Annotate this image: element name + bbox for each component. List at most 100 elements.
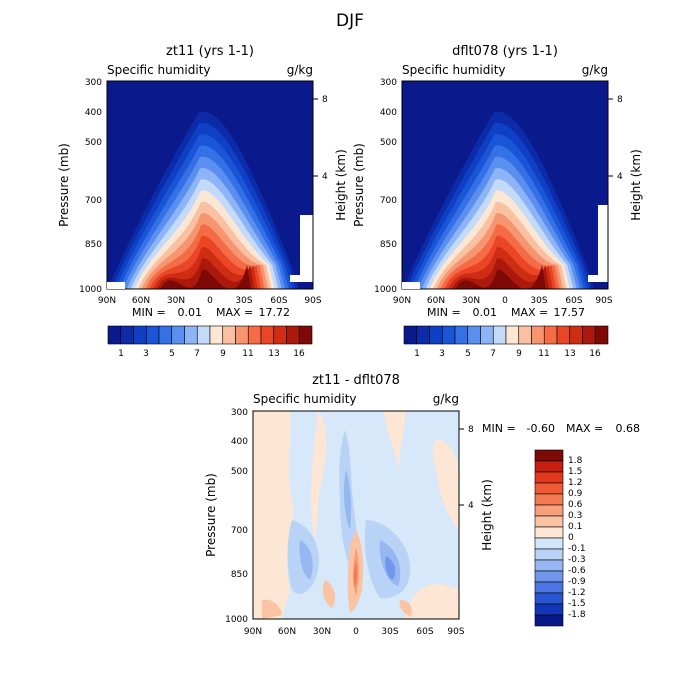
svg-text:4: 4 bbox=[322, 172, 328, 182]
colorbar-swatch bbox=[556, 325, 571, 345]
x-axis: 90N 60N 30N 0 30S 60S 90S bbox=[393, 296, 613, 306]
x-tick-label: 90S bbox=[304, 296, 321, 306]
panel-units: g/kg bbox=[433, 392, 459, 406]
svg-text:0: 0 bbox=[207, 296, 213, 306]
colorbar-label: 0 bbox=[568, 533, 574, 543]
colorbar-label: 16 bbox=[293, 349, 305, 359]
panel-title: zt11 (yrs 1-1) bbox=[166, 44, 254, 59]
colorbar-swatch bbox=[534, 614, 564, 627]
colorbar-swatch bbox=[534, 559, 564, 572]
colorbar-swatch bbox=[534, 493, 564, 506]
svg-text:90N: 90N bbox=[393, 296, 411, 306]
svg-text:90S: 90S bbox=[304, 296, 321, 306]
colorbar-swatch bbox=[184, 325, 198, 345]
colorbar-swatch bbox=[467, 325, 481, 345]
panel-dflt078: dflt078 (yrs 1-1) Specific humidity g/kg… bbox=[352, 44, 643, 359]
x-tick-label: 60S bbox=[565, 296, 582, 306]
colorbar bbox=[107, 325, 313, 345]
max-label: MAX = bbox=[566, 422, 603, 435]
min-label: MIN = bbox=[132, 306, 166, 319]
colorbar-swatch bbox=[235, 325, 249, 345]
colorbar-swatch bbox=[518, 325, 532, 345]
colorbar-swatch bbox=[534, 482, 564, 495]
colorbar-swatch bbox=[480, 325, 494, 345]
y-tick-label: 500 bbox=[380, 138, 397, 148]
y-tick-label: 850 bbox=[380, 240, 397, 250]
x-tick-label: 90N bbox=[244, 627, 262, 637]
colorbar-swatch bbox=[582, 325, 596, 345]
max-value: 17.72 bbox=[259, 306, 291, 319]
y-right-tick-label: 4 bbox=[322, 172, 328, 182]
svg-text:0: 0 bbox=[502, 296, 508, 306]
colorbar-swatch bbox=[209, 325, 224, 345]
colorbar-swatch bbox=[534, 581, 564, 594]
colorbar-swatch bbox=[534, 471, 564, 484]
colorbar-labels: 1 3 5 7 9 11 13 16 bbox=[118, 349, 305, 359]
colorbar-label: 1 bbox=[118, 349, 124, 359]
colorbar-label: 7 bbox=[194, 349, 200, 359]
svg-text:400: 400 bbox=[380, 108, 397, 118]
max-value: 17.57 bbox=[554, 306, 586, 319]
x-tick-label: 30S bbox=[530, 296, 547, 306]
svg-text:60N: 60N bbox=[132, 296, 150, 306]
x-tick-label: 30S bbox=[235, 296, 252, 306]
colorbar bbox=[534, 449, 564, 627]
y-tick-label: 1000 bbox=[374, 285, 397, 295]
svg-text:60S: 60S bbox=[565, 296, 582, 306]
y-right-tick-label: 8 bbox=[617, 95, 623, 105]
contour-field bbox=[253, 411, 459, 619]
svg-text:60S: 60S bbox=[270, 296, 287, 306]
colorbar-labels: 1 3 5 7 9 11 13 16 bbox=[414, 349, 601, 359]
svg-text:500: 500 bbox=[380, 138, 397, 148]
colorbar-label: 1.2 bbox=[568, 478, 582, 488]
colorbar-swatch bbox=[534, 548, 564, 561]
colorbar-swatch bbox=[534, 537, 564, 550]
svg-text:30N: 30N bbox=[313, 627, 331, 637]
x-tick-label: 90S bbox=[447, 627, 464, 637]
svg-text:850: 850 bbox=[85, 240, 102, 250]
svg-text:700: 700 bbox=[231, 526, 248, 536]
colorbar-label: -1.8 bbox=[568, 610, 586, 620]
panel-subtitle: Specific humidity bbox=[107, 63, 211, 77]
panel-title: zt11 - dflt078 bbox=[312, 373, 400, 388]
svg-text:300: 300 bbox=[231, 408, 248, 418]
svg-text:500: 500 bbox=[231, 467, 248, 477]
svg-text:4: 4 bbox=[617, 172, 623, 182]
min-value: 0.01 bbox=[178, 306, 203, 319]
stats: MIN = -0.60 MAX = 0.68 bbox=[482, 422, 640, 435]
y-right-tick-label: 4 bbox=[617, 172, 623, 182]
colorbar-swatch bbox=[534, 526, 564, 539]
colorbar-label: 3 bbox=[439, 349, 445, 359]
contour-field bbox=[402, 81, 608, 289]
y-tick-label: 500 bbox=[85, 138, 102, 148]
colorbar-swatch bbox=[133, 325, 147, 345]
min-value: -0.60 bbox=[527, 422, 555, 435]
colorbar-label: -0.1 bbox=[568, 544, 586, 554]
y-tick-label: 400 bbox=[231, 437, 248, 447]
y-axis-right: 8 4 bbox=[608, 95, 623, 182]
colorbar-label: -1.2 bbox=[568, 588, 586, 598]
x-tick-label: 60N bbox=[427, 296, 445, 306]
colorbar-swatch bbox=[273, 325, 287, 345]
colorbar-label: 13 bbox=[564, 349, 575, 359]
x-tick-label: 60N bbox=[132, 296, 150, 306]
x-tick-label: 0 bbox=[207, 296, 213, 306]
y-tick-label: 300 bbox=[85, 78, 102, 88]
svg-text:30S: 30S bbox=[381, 627, 398, 637]
colorbar-swatch bbox=[222, 325, 236, 345]
colorbar-label: -1.5 bbox=[568, 599, 586, 609]
y-tick-label: 1000 bbox=[225, 615, 248, 625]
x-axis: 90N 60N 30N 0 30S 60S 90S bbox=[244, 627, 465, 637]
svg-text:90S: 90S bbox=[447, 627, 464, 637]
svg-text:850: 850 bbox=[231, 570, 248, 580]
colorbar-swatch bbox=[534, 603, 564, 616]
colorbar-label: 11 bbox=[538, 349, 549, 359]
x-tick-label: 0 bbox=[353, 627, 359, 637]
colorbar-swatch bbox=[534, 460, 564, 473]
y-axis-left: 300 400 500 700 850 1000 bbox=[225, 408, 248, 625]
colorbar-labels: 1.8 1.5 1.2 0.9 0.6 0.3 0.1 0 -0.1 -0.3 … bbox=[568, 456, 586, 620]
svg-text:30S: 30S bbox=[235, 296, 252, 306]
stats: MIN = 0.01 MAX = 17.57 bbox=[427, 306, 585, 319]
y-axis-label: Pressure (mb) bbox=[352, 143, 366, 227]
colorbar-swatch bbox=[454, 325, 469, 345]
